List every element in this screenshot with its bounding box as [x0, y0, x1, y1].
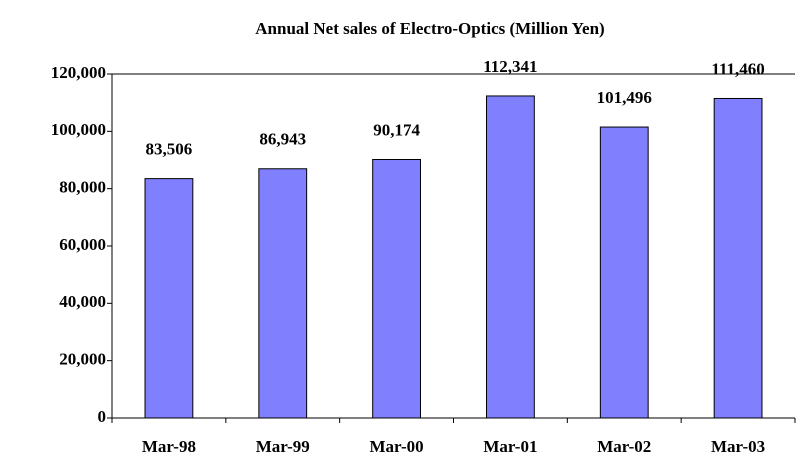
value-label: 90,174	[373, 120, 420, 139]
bar	[486, 95, 535, 419]
y-tick-label: 0	[98, 407, 107, 426]
bar	[258, 168, 308, 419]
chart-title: Annual Net sales of Electro-Optics (Mill…	[255, 19, 604, 38]
value-label: 101,496	[597, 88, 652, 107]
value-label: 86,943	[259, 130, 306, 149]
x-tick-label: Mar-01	[483, 437, 537, 456]
value-label: 112,341	[483, 57, 537, 76]
x-tick-label: Mar-03	[711, 437, 765, 456]
y-tick-label: 20,000	[59, 350, 106, 369]
y-tick-label: 120,000	[51, 63, 106, 82]
bar	[599, 126, 649, 419]
value-label: 111,460	[711, 59, 764, 78]
y-tick-label: 80,000	[59, 178, 106, 197]
x-tick-label: Mar-00	[370, 437, 424, 456]
bar	[372, 159, 421, 419]
bar	[144, 178, 194, 419]
x-tick-label: Mar-02	[597, 437, 651, 456]
y-tick-label: 60,000	[59, 235, 106, 254]
bar	[713, 97, 763, 419]
value-label: 83,506	[146, 140, 193, 159]
x-tick-label: Mar-98	[142, 437, 196, 456]
y-tick-label: 100,000	[51, 120, 106, 139]
y-tick-label: 40,000	[59, 292, 106, 311]
x-tick-label: Mar-99	[256, 437, 310, 456]
